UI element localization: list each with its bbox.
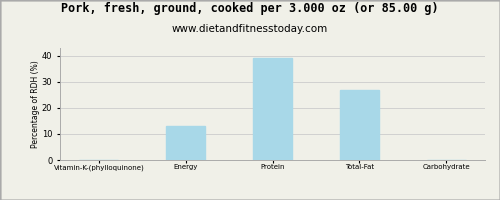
Bar <box>253 58 292 160</box>
Y-axis label: Percentage of RDH (%): Percentage of RDH (%) <box>32 60 40 148</box>
Bar <box>166 126 205 160</box>
Bar <box>340 90 379 160</box>
Text: Pork, fresh, ground, cooked per 3.000 oz (or 85.00 g): Pork, fresh, ground, cooked per 3.000 oz… <box>61 2 439 15</box>
Text: www.dietandfitnesstoday.com: www.dietandfitnesstoday.com <box>172 24 328 34</box>
